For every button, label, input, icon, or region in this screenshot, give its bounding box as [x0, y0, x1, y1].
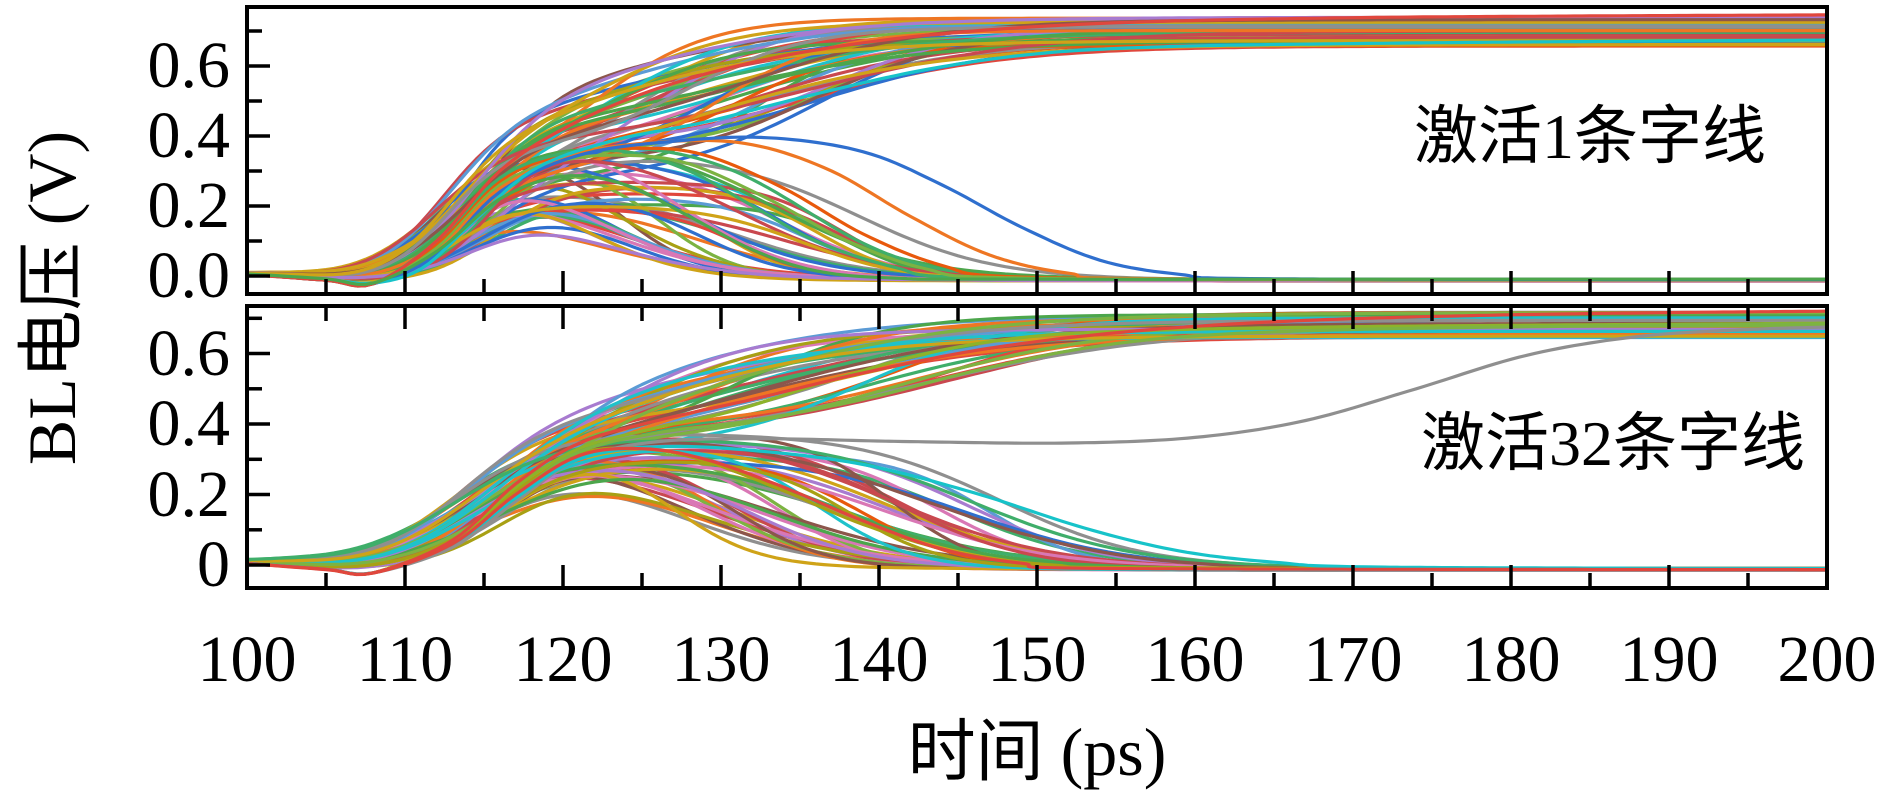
x-tick-label: 180 — [1461, 623, 1561, 696]
y-tick-label: 0.2 — [147, 457, 231, 531]
trace-group-one-wordline — [247, 13, 1827, 288]
x-axis-title: 时间 (ps) — [907, 714, 1167, 790]
x-tick-label: 130 — [671, 623, 771, 696]
waveform-trace-red-top-winner — [247, 309, 1827, 576]
x-tick-label: 160 — [1145, 623, 1245, 696]
waveform-trace — [247, 329, 1827, 565]
axes-one-wordline — [245, 5, 1829, 296]
panel-frame — [245, 5, 1829, 296]
x-tick-label: 110 — [356, 623, 454, 696]
annotation-32-wordlines: 激活32条字线 — [1421, 408, 1805, 479]
y-tick-label: 0.2 — [147, 169, 231, 242]
waveform-trace — [247, 18, 1827, 276]
annotation-1-wordline: 激活1条字线 — [1414, 101, 1766, 172]
y-tick-label: 0.4 — [147, 99, 231, 172]
axes-thirtytwo-wordlines — [245, 304, 1829, 590]
x-tick-label: 120 — [513, 623, 613, 696]
y-tick-label: 0 — [197, 528, 230, 601]
x-tick-label: 200 — [1777, 623, 1877, 696]
x-tick-label: 140 — [829, 623, 929, 696]
waveform-trace — [247, 28, 1827, 279]
waveform-trace-red-top-winner — [247, 13, 1827, 288]
x-tick-label: 190 — [1619, 623, 1719, 696]
x-tick-label: 170 — [1303, 623, 1403, 696]
panel-frame — [245, 304, 1829, 590]
x-tick-label: 100 — [197, 623, 297, 696]
waveform-trace-red-flat-zero — [247, 446, 1827, 577]
waveform-trace — [247, 20, 1827, 277]
y-tick-label: 0.6 — [147, 29, 231, 102]
x-tick-label: 150 — [987, 623, 1087, 696]
waveform-trace-cyan-slow-riser — [247, 38, 1827, 285]
y-tick-label: 0.0 — [147, 239, 231, 312]
waveform-trace-gray-late-winner — [247, 325, 1827, 576]
y-tick-label: 0.6 — [147, 316, 231, 390]
y-tick-label: 0.4 — [147, 387, 231, 460]
